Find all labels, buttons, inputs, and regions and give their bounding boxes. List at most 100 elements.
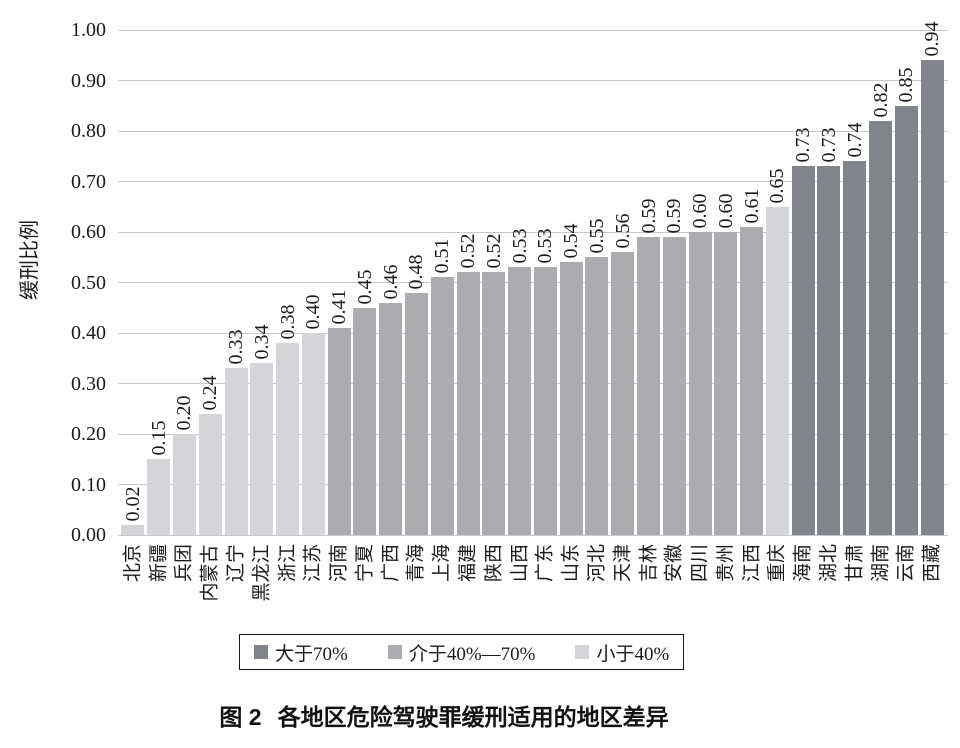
bar-value-label: 0.60: [689, 193, 712, 228]
y-axis-tick-label: 0.90: [71, 69, 106, 92]
bar-value-label: 0.53: [508, 228, 531, 263]
bar: [559, 262, 583, 535]
bar-value-label: 0.52: [457, 233, 480, 268]
bar-value-label: 0.59: [637, 198, 660, 233]
bar: [637, 237, 661, 535]
x-axis-label: 兵团: [173, 543, 195, 583]
bar-value-label: 0.41: [328, 289, 351, 324]
bar-value-label: 0.52: [482, 233, 505, 268]
bar-value-label: 0.40: [302, 294, 325, 329]
figure-caption: 图 2 各地区危险驾驶罪缓刑适用的地区差异: [219, 698, 668, 732]
bar: [456, 272, 480, 535]
x-axis-label: 云南: [895, 543, 917, 583]
bar: [508, 267, 532, 535]
x-axis-label: 上海: [431, 543, 453, 583]
bar: [353, 308, 377, 535]
bar-value-label: 0.24: [199, 375, 222, 410]
bar-value-label: 0.73: [792, 127, 815, 162]
bar-value-label: 0.60: [714, 193, 737, 228]
gridline: [118, 29, 948, 31]
x-axis-label: 广西: [380, 543, 402, 583]
x-axis-label: 陕西: [483, 543, 505, 583]
x-axis-label: 山西: [509, 543, 531, 583]
figure-caption-text: 各地区危险驾驶罪缓刑适用的地区差异: [277, 704, 669, 730]
legend-label: 大于70%: [275, 643, 348, 665]
legend-label: 小于40%: [596, 643, 670, 665]
y-axis-tick-label: 0.40: [71, 322, 106, 344]
bar: [276, 343, 300, 535]
x-axis-label: 贵州: [715, 543, 737, 583]
x-axis-label: 湖南: [870, 543, 892, 583]
x-axis-label: 天津: [612, 543, 634, 583]
gridline: [118, 181, 948, 182]
bar-value-label: 0.73: [817, 127, 840, 162]
bar-value-label: 0.48: [405, 254, 428, 289]
x-axis-label: 江西: [741, 543, 763, 583]
bar: [585, 257, 609, 535]
bar: [740, 227, 764, 535]
legend-item: 小于40%: [575, 639, 669, 666]
x-axis-label: 河北: [586, 543, 608, 583]
figure-caption-number: 图 2: [219, 704, 262, 730]
x-axis-label: 甘肃: [844, 543, 866, 583]
x-axis-label: 北京: [122, 543, 144, 583]
legend-swatch-light: [575, 645, 590, 659]
bar: [894, 106, 918, 535]
x-axis-label: 重庆: [766, 543, 788, 583]
x-axis-label: 青海: [405, 543, 427, 583]
y-axis-tick-label: 0.50: [71, 271, 106, 294]
bar: [533, 267, 557, 535]
x-axis-label: 浙江: [277, 543, 299, 583]
chart-legend: 大于70% 介于40%—70% 小于40%: [239, 634, 685, 670]
bar-value-label: 0.82: [869, 82, 892, 117]
bar: [482, 272, 506, 535]
bar: [404, 293, 428, 535]
y-axis-tick-label: 0.00: [71, 524, 106, 546]
y-axis-tick-label: 0.70: [71, 170, 106, 193]
bar: [147, 459, 171, 535]
gridline: [118, 433, 948, 435]
gridline: [118, 534, 948, 536]
bar: [327, 328, 351, 535]
bar: [765, 207, 789, 535]
bar-value-label: 0.55: [585, 218, 608, 253]
gridline: [118, 332, 948, 334]
bar: [688, 232, 712, 535]
bar: [662, 237, 686, 535]
bar-value-label: 0.85: [895, 67, 918, 102]
y-axis-tick-label: 0.30: [71, 372, 106, 395]
x-axis-label: 四川: [689, 543, 711, 583]
legend-item: 大于70%: [254, 639, 348, 666]
bar: [379, 303, 403, 535]
bar-value-label: 0.65: [766, 168, 789, 203]
bar-value-label: 0.59: [663, 198, 686, 233]
bar: [869, 121, 893, 535]
gridline: [118, 282, 948, 283]
x-axis-label: 江苏: [302, 543, 324, 583]
bar-value-label: 0.51: [431, 238, 454, 273]
bar: [920, 60, 944, 535]
gridline: [118, 231, 948, 233]
gridline: [118, 80, 948, 81]
x-axis-label: 辽宁: [225, 543, 247, 583]
bar: [843, 161, 867, 535]
legend-item: 介于40%—70%: [387, 639, 536, 666]
bar: [817, 166, 841, 535]
bar-value-label: 0.46: [379, 264, 402, 299]
y-axis-tick-label: 1.00: [71, 19, 106, 41]
y-axis-tick-label: 0.60: [71, 221, 106, 243]
legend-label: 介于40%—70%: [408, 643, 536, 665]
x-axis-label: 福建: [457, 543, 479, 583]
gridline: [118, 484, 948, 485]
x-axis-label: 宁夏: [354, 543, 376, 583]
bar: [198, 414, 222, 535]
bar: [611, 252, 635, 535]
x-axis-label: 广东: [534, 543, 556, 583]
bar-value-label: 0.53: [534, 228, 557, 263]
bar-value-label: 0.20: [173, 395, 196, 430]
bar-value-label: 0.94: [921, 21, 944, 56]
y-axis-title: 缓刑比例: [19, 220, 41, 300]
legend-swatch-mid: [387, 645, 402, 659]
x-axis-label: 西藏: [921, 543, 943, 583]
